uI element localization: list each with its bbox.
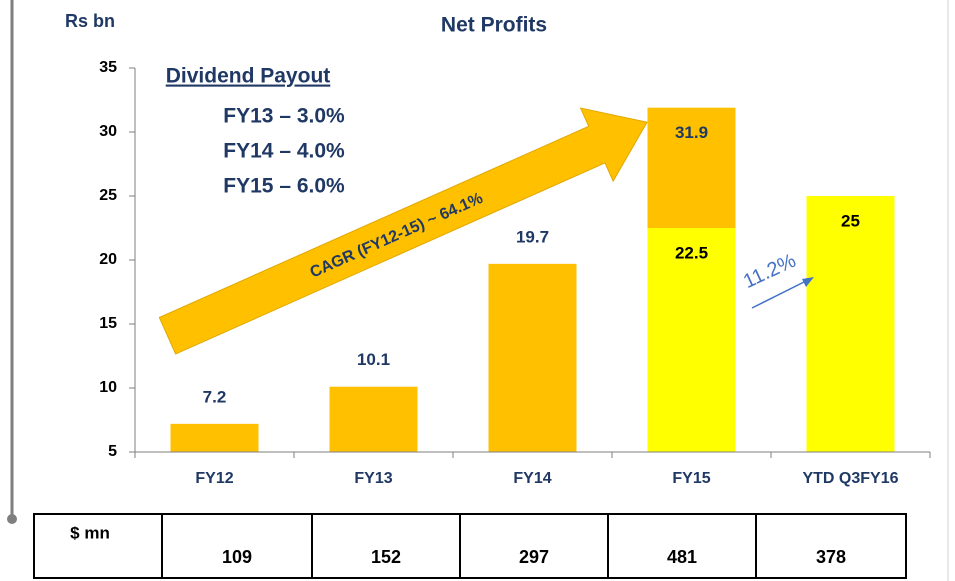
- dividend-title: Dividend Payout: [166, 65, 331, 88]
- y-tick-label: 15: [99, 315, 117, 332]
- x-tick-label: FY15: [672, 470, 710, 487]
- cagr-label: CAGR (FY12-15) ~ 64.1%: [308, 190, 486, 282]
- y-unit: Rs bn: [65, 11, 115, 31]
- chart-title: Net Profits: [441, 14, 547, 37]
- table-cell: 109: [222, 547, 252, 567]
- y-tick-label: 20: [99, 251, 117, 268]
- growth-arrow: [751, 279, 809, 309]
- x-tick-label: FY13: [354, 470, 392, 487]
- bar: [647, 228, 736, 452]
- dividend-line: FY13 – 3.0%: [223, 105, 345, 128]
- dividend-line: FY15 – 6.0%: [223, 175, 345, 198]
- x-tick-label: YTD Q3FY16: [802, 470, 898, 487]
- dividend-line: FY14 – 4.0%: [223, 140, 345, 163]
- growth-label: 11.2%: [740, 250, 800, 293]
- y-tick-label: 5: [108, 443, 117, 460]
- table-border: [33, 513, 907, 579]
- growth-arrowhead: [802, 277, 814, 287]
- value-label: 7.2: [203, 387, 227, 406]
- table-header: $ mn: [70, 523, 110, 542]
- table-cell: 481: [667, 547, 697, 567]
- value-label: 19.7: [516, 227, 549, 246]
- value-label: 10.1: [357, 350, 390, 369]
- y-tick-label: 25: [99, 187, 117, 204]
- y-tick-label: 30: [99, 123, 117, 140]
- x-tick-label: FY12: [195, 470, 233, 487]
- cagr-arrow: CAGR (FY12-15) ~ 64.1%: [158, 107, 648, 355]
- value-label: 25: [841, 211, 860, 230]
- bar: [170, 423, 259, 452]
- bar: [806, 196, 895, 452]
- y-tick-label: 35: [99, 59, 117, 76]
- bar: [488, 263, 577, 452]
- value-label: 22.5: [675, 243, 708, 262]
- value-label: 31.9: [675, 123, 708, 142]
- rule-dot: [7, 514, 17, 524]
- table-cell: 297: [519, 547, 549, 567]
- x-tick-label: FY14: [513, 470, 551, 487]
- bar: [329, 386, 418, 452]
- y-tick-label: 10: [99, 379, 117, 396]
- table-cell: 152: [371, 547, 401, 567]
- table-cell: 378: [816, 547, 846, 567]
